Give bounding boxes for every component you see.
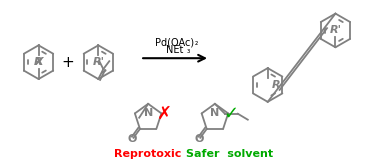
Text: +: + <box>61 55 74 70</box>
Text: R: R <box>34 57 43 67</box>
Text: ✗: ✗ <box>156 105 172 123</box>
Text: O: O <box>128 134 137 144</box>
Text: Reprotoxic: Reprotoxic <box>115 149 182 159</box>
Text: R': R' <box>330 25 341 35</box>
Text: NEt: NEt <box>166 45 184 55</box>
Text: O: O <box>194 134 204 144</box>
Text: ₂: ₂ <box>195 38 198 47</box>
Text: Pd(OAc): Pd(OAc) <box>155 37 195 47</box>
Text: N: N <box>144 108 153 118</box>
Text: X: X <box>34 57 43 67</box>
Text: ✓: ✓ <box>223 105 239 123</box>
Text: R': R' <box>92 57 104 67</box>
Text: Safer  solvent: Safer solvent <box>186 149 273 159</box>
Text: N: N <box>210 108 220 118</box>
Text: R: R <box>272 80 280 90</box>
Text: ₃: ₃ <box>187 46 190 55</box>
